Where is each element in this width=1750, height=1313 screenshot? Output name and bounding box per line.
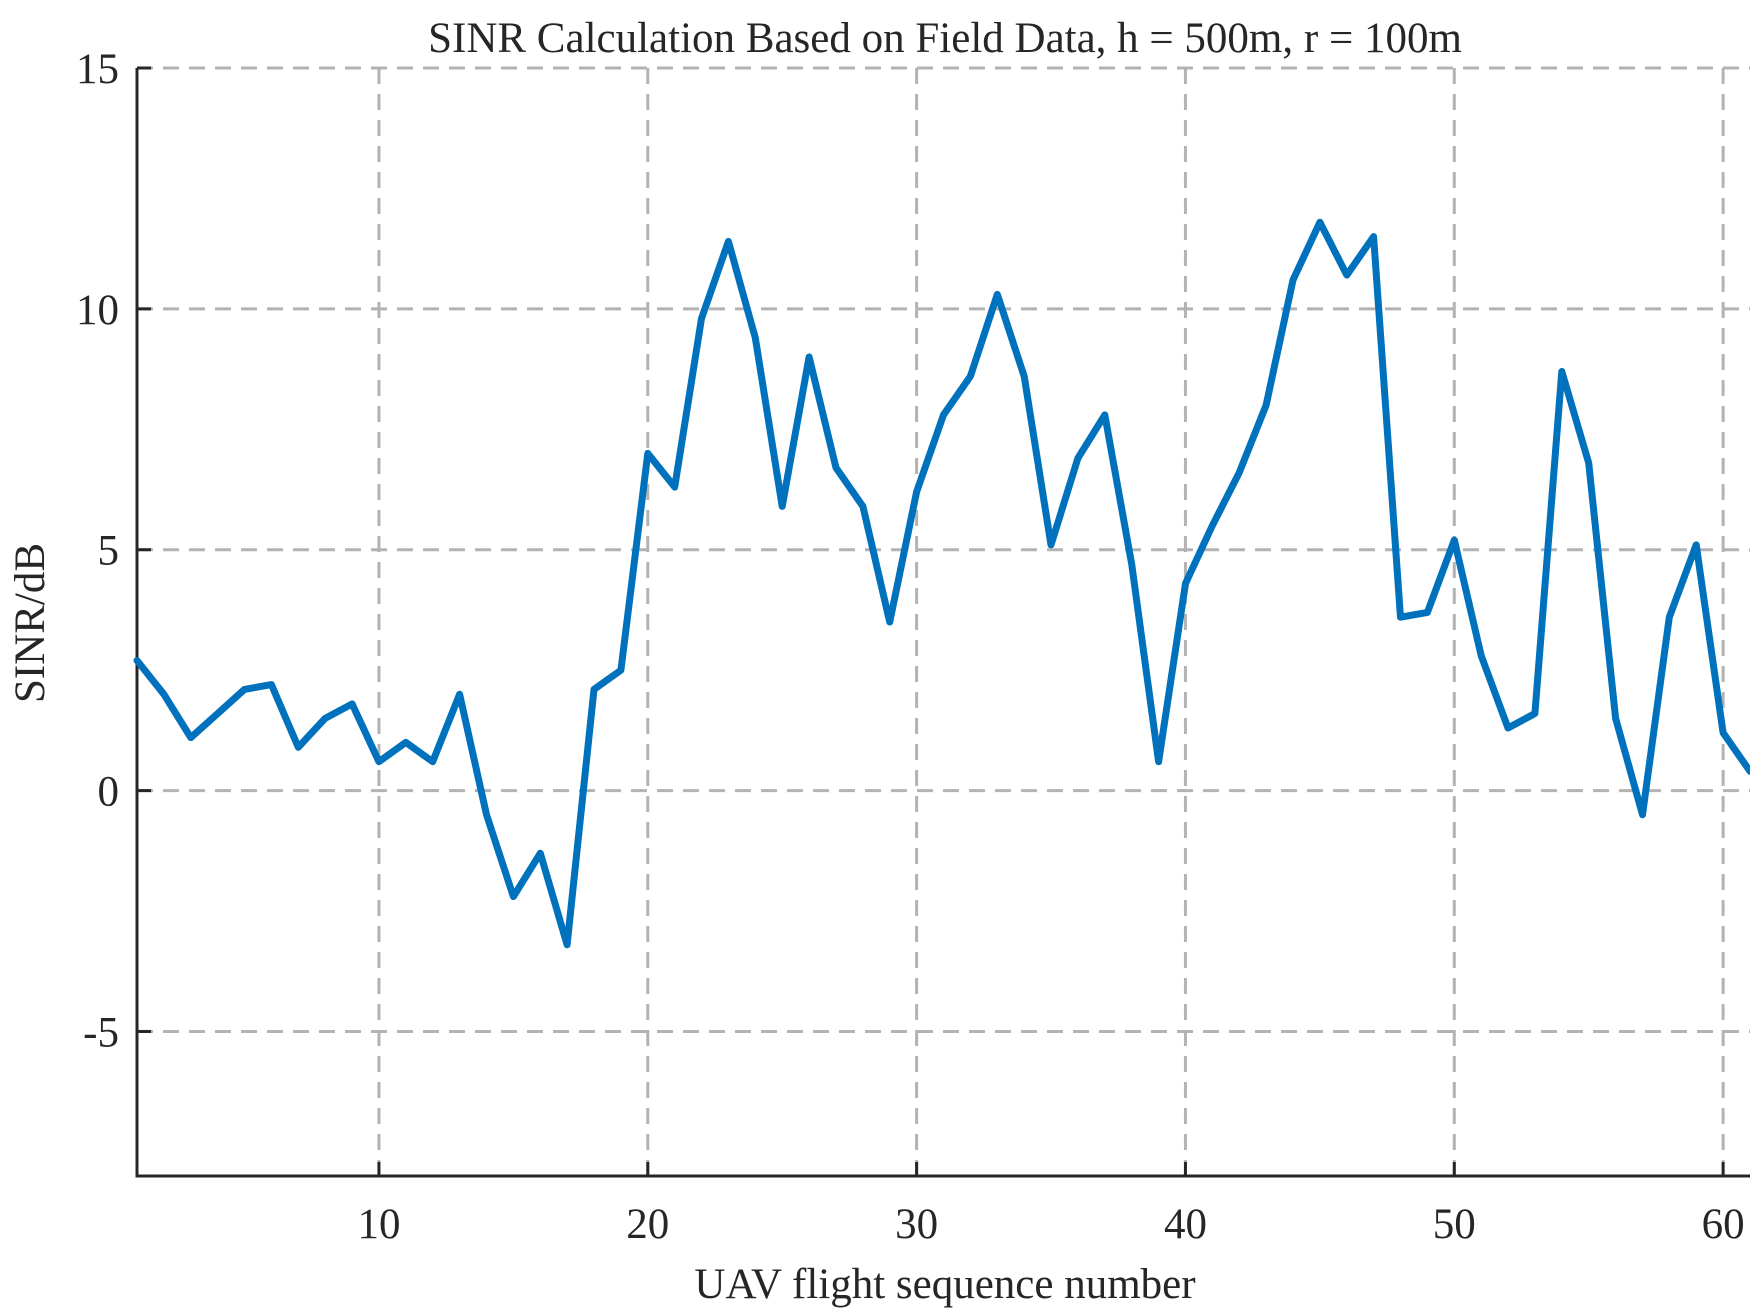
x-tick-label-20: 20 [626, 1201, 669, 1248]
x-tick-label-30: 30 [895, 1201, 938, 1248]
x-tick-label-40: 40 [1164, 1201, 1207, 1248]
y-tick-label-5: 5 [98, 528, 120, 575]
series-layer [133, 218, 1750, 949]
axes [135, 68, 1750, 1178]
x-tick-label-50: 50 [1433, 1201, 1476, 1248]
y-tick-label-10: 10 [76, 287, 119, 334]
axis-frame [135, 68, 1750, 1178]
x-tick-label-60: 60 [1702, 1201, 1745, 1248]
y-tick-label--5: -5 [83, 1009, 119, 1056]
x-tick-label-10: 10 [357, 1201, 400, 1248]
y-axis-label: SINR/dB [7, 543, 54, 703]
y-tick-label-15: 15 [76, 46, 119, 93]
x-axis-label: UAV flight sequence number [694, 1261, 1195, 1308]
grid-lines [137, 66, 1750, 1176]
chart-title: SINR Calculation Based on Field Data, h … [428, 15, 1462, 62]
y-tick-label-0: 0 [98, 769, 120, 816]
series-line-0 [133, 218, 1750, 949]
